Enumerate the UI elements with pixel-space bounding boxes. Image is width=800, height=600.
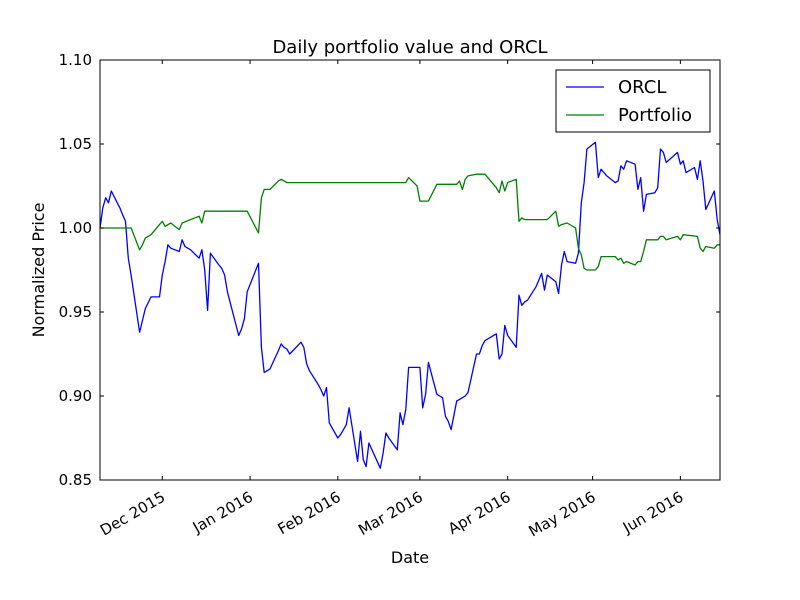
x-tick-label: Dec 2015 <box>97 488 168 540</box>
y-tick-label: 0.95 <box>59 303 92 321</box>
legend-label: Portfolio <box>618 105 692 126</box>
x-tick-label: Mar 2016 <box>355 488 426 539</box>
y-tick-label: 0.90 <box>59 387 92 405</box>
y-tick-label: 1.00 <box>59 219 92 237</box>
x-axis-title: Date <box>391 548 429 567</box>
series-lines <box>99 141 721 469</box>
plot-frame <box>99 59 721 481</box>
series-line-portfolio <box>100 173 720 271</box>
x-tick-label: Feb 2016 <box>275 488 344 538</box>
legend-label: ORCL <box>618 77 666 98</box>
series-line-orcl <box>99 141 721 469</box>
legend: ORCL Portfolio <box>555 69 711 133</box>
y-axis-title: Normalized Price <box>29 203 48 338</box>
x-tick-label: Jun 2016 <box>619 488 686 537</box>
x-tick-label: Apr 2016 <box>445 488 514 538</box>
x-tick-label: May 2016 <box>526 488 599 541</box>
legend-box <box>555 69 711 133</box>
y-tick-label: 1.05 <box>59 135 92 153</box>
y-tick-label: 1.10 <box>59 51 92 69</box>
chart-title: Daily portfolio value and ORCL <box>272 37 547 58</box>
y-tick-label: 0.85 <box>59 471 92 489</box>
x-tick-label: Jan 2016 <box>189 488 256 537</box>
